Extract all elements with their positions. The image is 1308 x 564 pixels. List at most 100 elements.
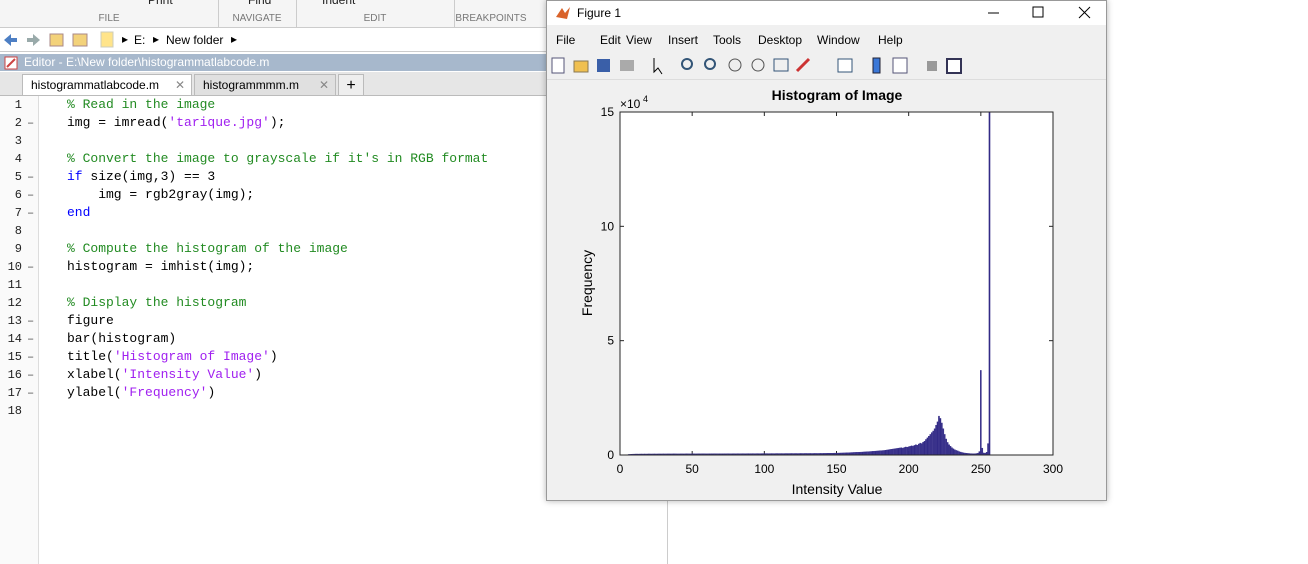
- bar: [936, 421, 939, 456]
- forward-icon[interactable]: [27, 34, 40, 46]
- section-label: FILE: [98, 13, 120, 24]
- tab[interactable]: histogrammmm.m ✕: [194, 74, 336, 95]
- icon[interactable]: [795, 57, 811, 73]
- bar: [955, 450, 958, 456]
- icon[interactable]: [597, 59, 610, 72]
- close-icon[interactable]: ✕: [174, 78, 185, 92]
- icon[interactable]: [892, 57, 908, 74]
- icon[interactable]: [573, 60, 589, 73]
- menu-item[interactable]: View: [626, 33, 652, 47]
- line-number: 12: [7, 296, 22, 310]
- address-bar: ▸ E: ▸ New folder ▸: [0, 29, 546, 52]
- menu-item[interactable]: Tools: [713, 33, 742, 47]
- bar: [958, 451, 960, 456]
- new-tab[interactable]: +: [338, 74, 364, 95]
- bar: [981, 447, 984, 456]
- x-axis-label: Intensity Value: [792, 481, 883, 497]
- icon[interactable]: [681, 58, 693, 70]
- code-area: 1 2–3 4 5–6–7–8 9 10–11 12 13–14–15–16–17–18 % …: [0, 96, 668, 564]
- section-label: NAVIGATE: [232, 13, 282, 24]
- bar: [978, 451, 981, 456]
- bar: [919, 442, 921, 456]
- icon[interactable]: [946, 58, 962, 74]
- x-tick-label: 150: [826, 462, 846, 476]
- code-token: figure: [67, 313, 114, 328]
- print-button[interactable]: Print: [148, 0, 173, 7]
- line-number: 10: [7, 260, 22, 274]
- menu-bar: File Edit View Insert Tools Desktop Window Help: [547, 29, 1106, 51]
- bar: [942, 428, 945, 456]
- bar: [941, 422, 943, 456]
- path-part[interactable]: New folder: [166, 33, 224, 47]
- icon[interactable]: [927, 61, 937, 71]
- y-tick-label: 5: [607, 334, 614, 348]
- path-part[interactable]: E:: [134, 33, 146, 47]
- code-token: title(: [67, 349, 114, 364]
- find-button[interactable]: Find: [248, 0, 272, 7]
- bar: [896, 448, 898, 456]
- line-number: 9: [14, 242, 22, 256]
- up-icon[interactable]: [49, 33, 64, 47]
- code-token: end: [67, 205, 91, 220]
- bar: [929, 434, 932, 456]
- bar: [945, 438, 947, 456]
- icon[interactable]: [704, 58, 716, 70]
- menu-item[interactable]: Desktop: [758, 33, 803, 47]
- menu-item[interactable]: Insert: [668, 33, 699, 47]
- code-token: if: [67, 169, 83, 184]
- bar: [877, 450, 880, 456]
- bar: [886, 449, 888, 456]
- close[interactable]: [1078, 6, 1091, 19]
- nav-icons: [4, 31, 114, 48]
- bar: [956, 450, 959, 456]
- bar: [905, 446, 907, 456]
- y-tick-label: 0: [607, 448, 614, 462]
- menu-item[interactable]: Edit: [600, 33, 621, 47]
- code-line: % Read in the image: [67, 97, 215, 112]
- icon[interactable]: [551, 57, 565, 74]
- bar: [946, 442, 949, 456]
- bar: [948, 444, 950, 456]
- menu-item[interactable]: Window: [817, 33, 860, 47]
- icon[interactable]: [872, 57, 881, 74]
- line-number: 5: [14, 170, 22, 184]
- bar: [987, 443, 989, 456]
- bar: [870, 451, 872, 456]
- icon[interactable]: [728, 58, 742, 72]
- figure-title: Figure 1: [577, 6, 622, 20]
- exec-marker: –: [27, 350, 35, 364]
- maximize[interactable]: [1032, 6, 1044, 18]
- code-line: end: [67, 205, 90, 220]
- bar: [980, 370, 982, 456]
- bar: [890, 449, 893, 456]
- code-line: title('Histogram of Image'): [67, 349, 278, 364]
- code-token: 'Histogram of Image': [113, 349, 270, 364]
- back-icon[interactable]: [4, 34, 17, 46]
- menu-item[interactable]: Help: [878, 33, 903, 47]
- icon[interactable]: [773, 58, 789, 72]
- sep: ▸: [153, 32, 160, 46]
- chart-title: Histogram of Image: [772, 87, 903, 103]
- line-number: 13: [7, 314, 22, 328]
- menu-item[interactable]: File: [556, 33, 576, 47]
- line-number: 18: [7, 404, 22, 418]
- code-token: % Display the histogram: [67, 295, 247, 310]
- bar: [930, 432, 933, 456]
- exec-marker: –: [27, 260, 35, 274]
- tab[interactable]: histogrammatlabcode.m ✕: [22, 74, 192, 95]
- toolstrip: Print Find Indent FILE NAVIGATE EDIT BRE…: [0, 0, 546, 28]
- icon[interactable]: [751, 58, 765, 72]
- bar: [910, 445, 913, 456]
- editor-icon: [4, 56, 18, 70]
- close-icon[interactable]: ✕: [318, 78, 329, 92]
- line-number: 4: [14, 152, 22, 166]
- line-number: 3: [14, 134, 22, 148]
- browse-icon[interactable]: [72, 33, 88, 47]
- indent-button[interactable]: Indent: [322, 0, 356, 7]
- icon[interactable]: [653, 58, 663, 75]
- icon[interactable]: [837, 58, 853, 73]
- bar: [902, 447, 904, 456]
- exec-marker: –: [27, 170, 35, 184]
- icon[interactable]: [620, 60, 634, 71]
